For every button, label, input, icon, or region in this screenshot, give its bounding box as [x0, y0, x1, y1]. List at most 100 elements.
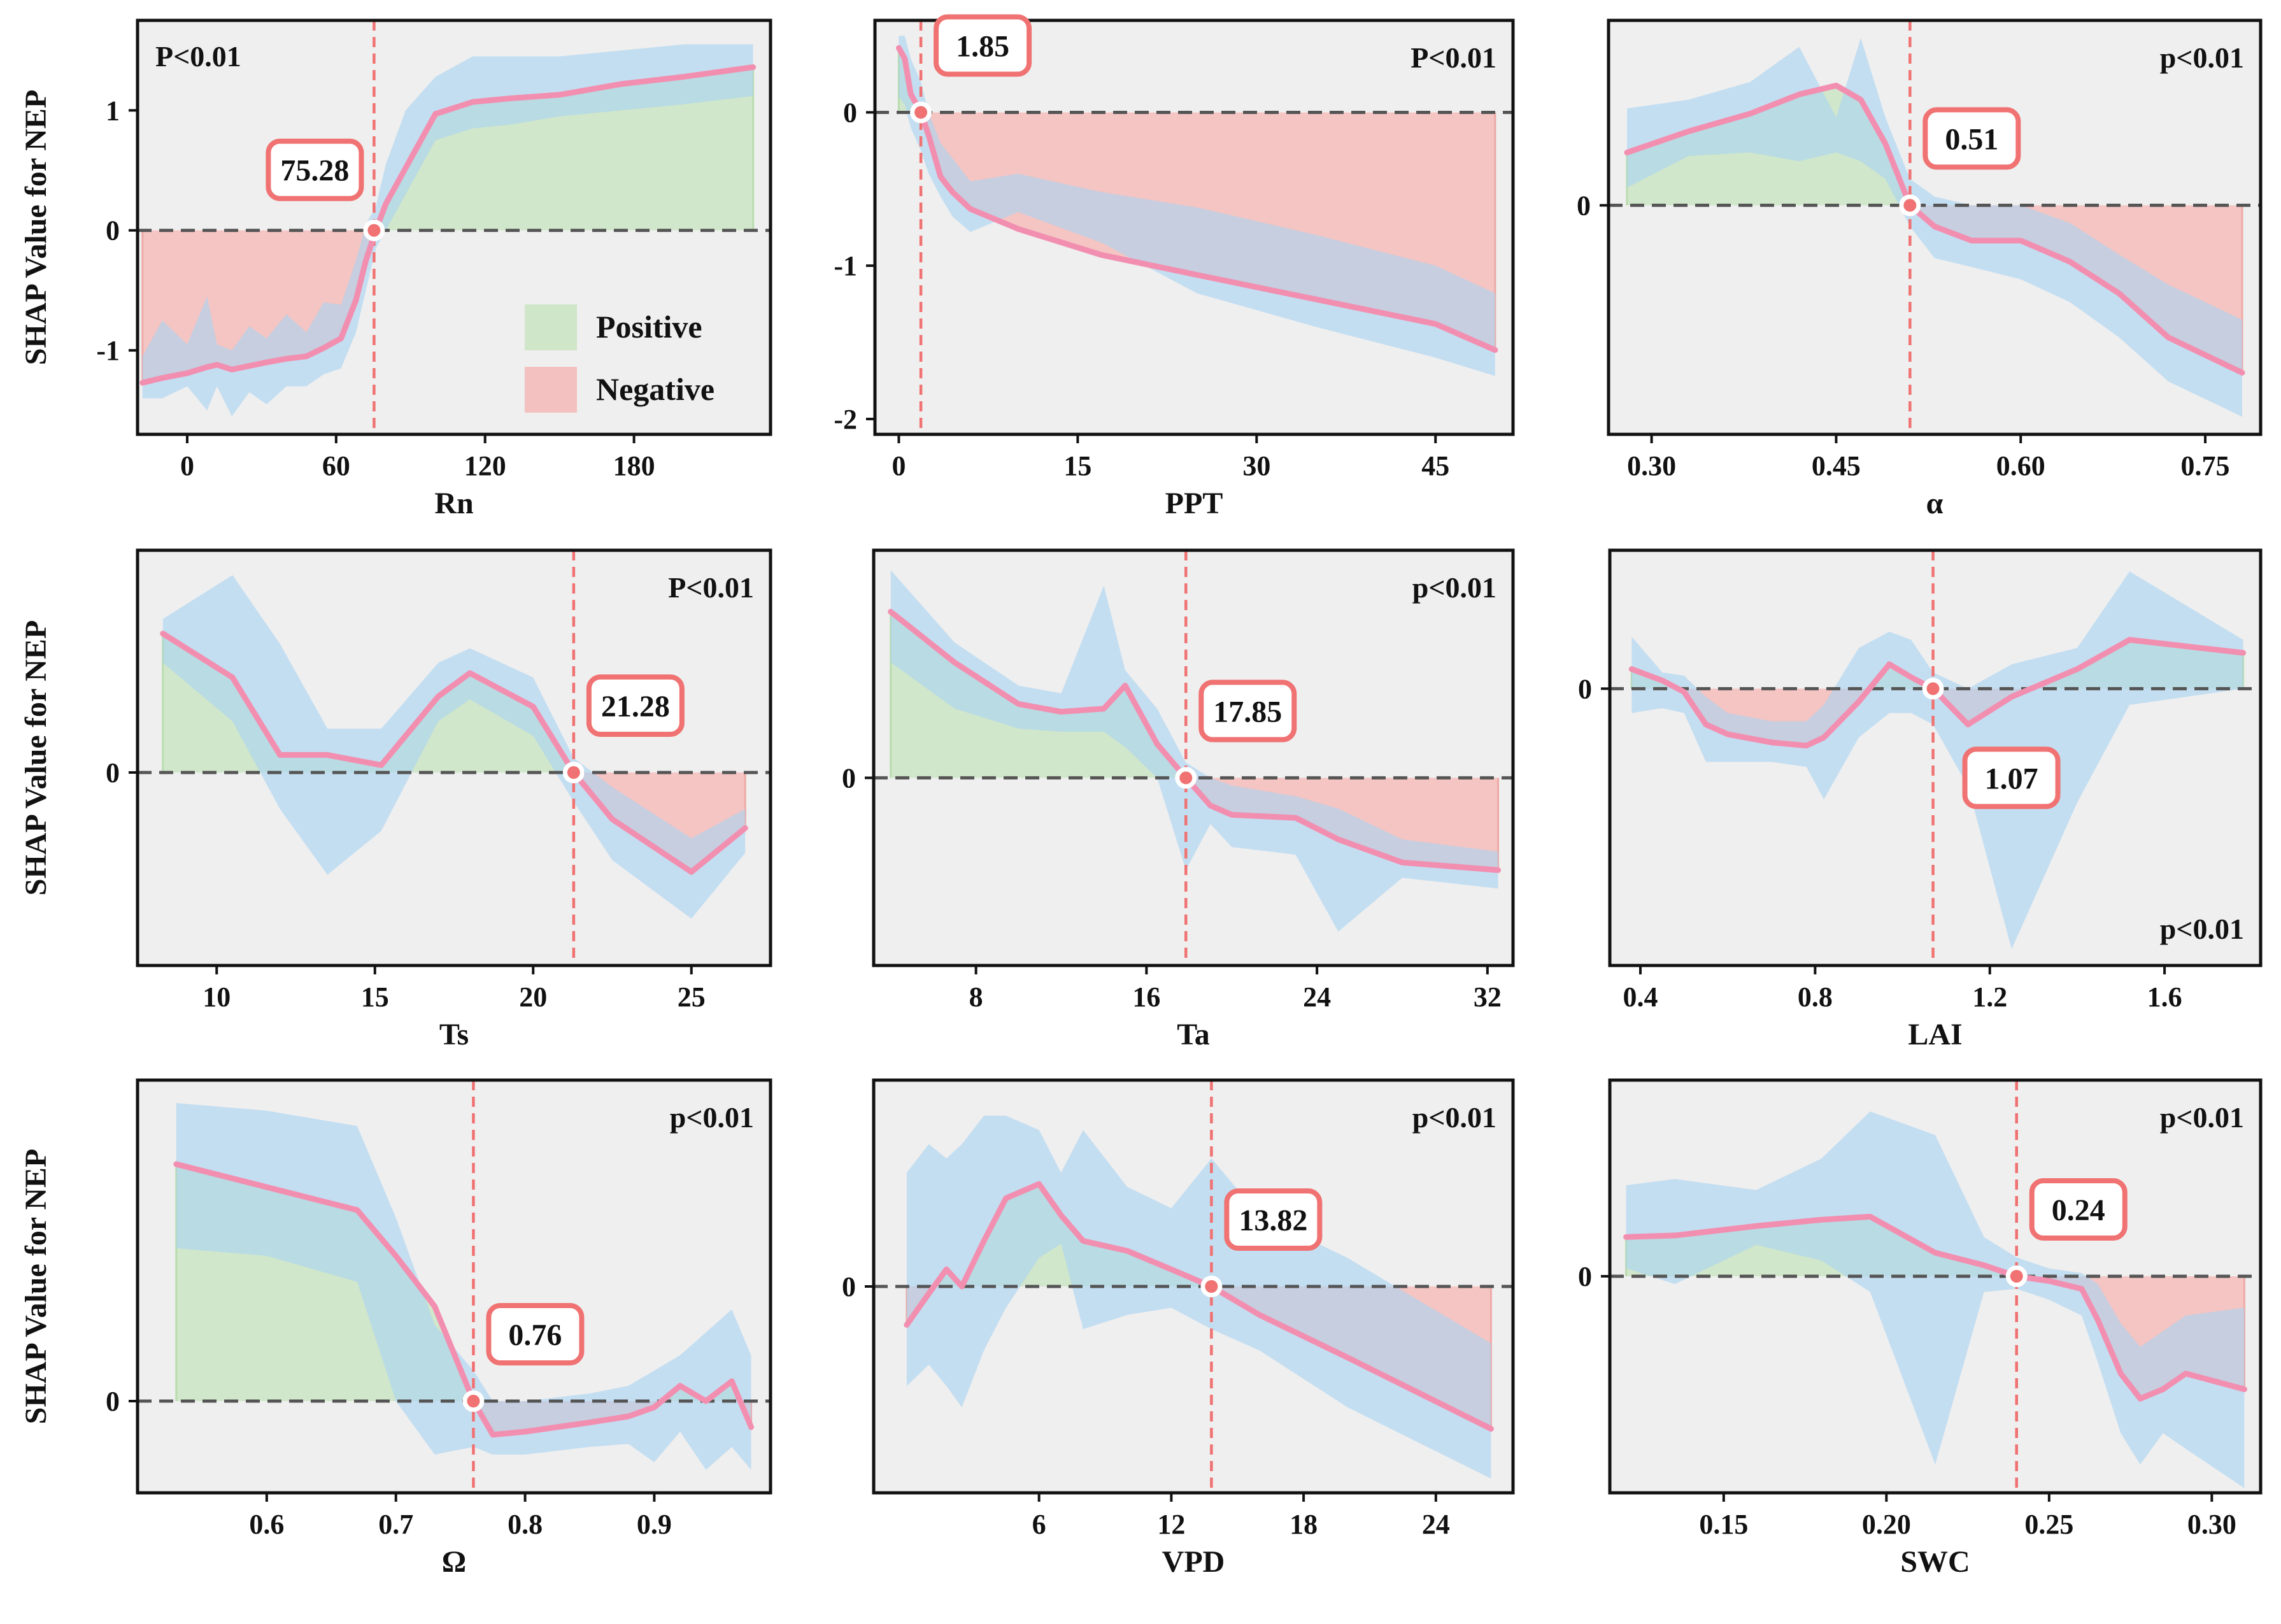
legend-negative-swatch [525, 367, 577, 413]
x-axis-label: α [1926, 487, 1943, 520]
panel-ta: 8 16 24 32 0 Ta p<0.01 17.85 [842, 548, 1515, 1051]
y-tick-label: 0 [842, 762, 856, 794]
p-value-annotation: p<0.01 [1412, 1101, 1496, 1134]
threshold-value-label: 0.76 [508, 1318, 562, 1352]
x-tick-label: 0 [892, 450, 906, 481]
y-tick-label: -2 [834, 404, 857, 435]
threshold-value-label: 21.28 [601, 690, 670, 723]
threshold-marker [914, 106, 928, 119]
panel-swc: 0.15 0.20 0.25 0.30 0 SWC p<0.01 0.24 [1578, 1078, 2263, 1579]
shap-curve [1628, 637, 2247, 749]
x-tick-label: 25 [678, 981, 706, 1013]
x-tick-label: 180 [613, 450, 655, 481]
x-tick-label: 30 [1242, 450, 1270, 481]
panel-vpd: 6 12 18 24 0 VPD p<0.01 13.82 [842, 1078, 1515, 1579]
plot-frame [136, 18, 772, 436]
plot-frame [136, 548, 772, 967]
threshold-value-label: 17.85 [1213, 695, 1282, 729]
y-tick-label: 1 [106, 95, 120, 126]
threshold-marker [367, 224, 381, 237]
plot-frame [1608, 1078, 2263, 1495]
shap-curve [173, 1161, 755, 1438]
y-axis-label: SHAP Value for NEP [19, 1149, 53, 1425]
threshold-marker [2010, 1269, 2023, 1283]
threshold-value-box [1224, 1188, 1323, 1251]
plot-area [1610, 550, 2261, 965]
positive-area [890, 611, 1498, 778]
x-tick-label: 0.8 [508, 1509, 543, 1540]
x-tick-label: 60 [322, 450, 350, 481]
x-tick-label: 1.6 [2147, 981, 2182, 1013]
x-tick-label: 24 [1303, 981, 1331, 1013]
y-tick-label: 0 [106, 215, 120, 246]
y-tick-label: 0 [842, 1271, 856, 1302]
x-tick-label: 0.25 [2024, 1509, 2073, 1540]
x-tick-label: 1.2 [1972, 981, 2007, 1013]
threshold-value-box [1198, 680, 1297, 743]
x-tick-label: 18 [1290, 1509, 1318, 1540]
plot-area [138, 20, 771, 434]
confidence-band [1631, 571, 2243, 950]
threshold-value-box [486, 1303, 585, 1365]
x-tick-label: 45 [1421, 450, 1449, 481]
x-tick-label: 16 [1132, 981, 1160, 1013]
threshold-value-label: 13.82 [1239, 1204, 1307, 1237]
shap-curve [895, 45, 1498, 353]
confidence-band [899, 36, 1495, 376]
x-tick-label: 0.8 [1798, 981, 1833, 1013]
threshold-value-box [934, 14, 1032, 77]
legend-positive-label: Positive [596, 309, 702, 345]
y-tick-label: -1 [834, 250, 857, 281]
p-value-annotation: p<0.01 [1412, 571, 1496, 604]
negative-area [890, 778, 1498, 871]
x-tick-label: 0.20 [1862, 1509, 1911, 1540]
p-value-annotation: P<0.01 [1411, 41, 1496, 74]
x-tick-label: 0.30 [2187, 1509, 2236, 1540]
y-tick-label: 0 [1577, 190, 1591, 221]
x-tick-label: 0.4 [1623, 981, 1658, 1013]
confidence-band [162, 575, 746, 919]
x-tick-label: 0.7 [378, 1509, 413, 1540]
x-tick-label: 12 [1157, 1509, 1185, 1540]
p-value-annotation: p<0.01 [2160, 41, 2244, 74]
threshold-marker [567, 766, 580, 779]
x-tick-label: 24 [1422, 1509, 1450, 1540]
x-tick-label: 0.75 [2181, 450, 2230, 481]
x-tick-label: 8 [969, 981, 983, 1013]
confidence-band [176, 1103, 751, 1470]
y-axis-label: SHAP Value for NEP [19, 90, 53, 366]
panel-omega: 0.6 0.7 0.8 0.9 0 Ω SHAP Value for NEP p<0.01 0.… [19, 1078, 772, 1579]
p-value-annotation: p<0.01 [2160, 913, 2244, 945]
x-axis-label: SWC [1900, 1545, 1970, 1579]
plot-frame [1608, 548, 2263, 967]
threshold-marker [1205, 1280, 1218, 1293]
p-value-annotation: P<0.01 [668, 571, 754, 604]
shap-curve [1623, 1213, 2247, 1402]
shap-curve [160, 630, 748, 875]
plot-frame [872, 548, 1515, 967]
threshold-value-label: 75.28 [280, 154, 349, 188]
panel-lai: 0.4 0.8 1.2 1.6 0 LAI p<0.01 1.07 [1578, 548, 2263, 1051]
threshold-value-label: 0.51 [1945, 122, 1998, 156]
x-axis-label: LAI [1908, 1018, 1962, 1051]
x-tick-label: 0.60 [1996, 450, 2045, 481]
plot-frame [873, 18, 1515, 436]
x-tick-label: 0.15 [1699, 1509, 1748, 1540]
threshold-value-box [586, 674, 685, 737]
p-value-annotation: p<0.01 [2160, 1101, 2244, 1134]
panel-ts: 10 15 20 25 0 Ts SHAP Value for NEP P<0.01 21.28 [19, 548, 772, 1051]
threshold-value-label: 0.24 [2052, 1193, 2105, 1227]
x-tick-label: 0.30 [1627, 450, 1676, 481]
panel-rn: 0 60 120 180 -1 0 1 Rn SHAP Value for NEP P<0.01 7… [19, 18, 772, 520]
p-value-annotation: P<0.01 [155, 40, 241, 73]
y-tick-label: 0 [1578, 1261, 1592, 1292]
x-axis-label: Ts [439, 1018, 469, 1051]
threshold-value-box [1922, 107, 2021, 170]
plot-area [874, 550, 1513, 965]
shap-curve [139, 64, 757, 386]
threshold-value-box [266, 138, 364, 201]
x-tick-label: 120 [464, 450, 506, 481]
x-axis-label: VPD [1162, 1545, 1225, 1579]
x-tick-label: 0.9 [637, 1509, 672, 1540]
threshold-marker [467, 1395, 480, 1407]
